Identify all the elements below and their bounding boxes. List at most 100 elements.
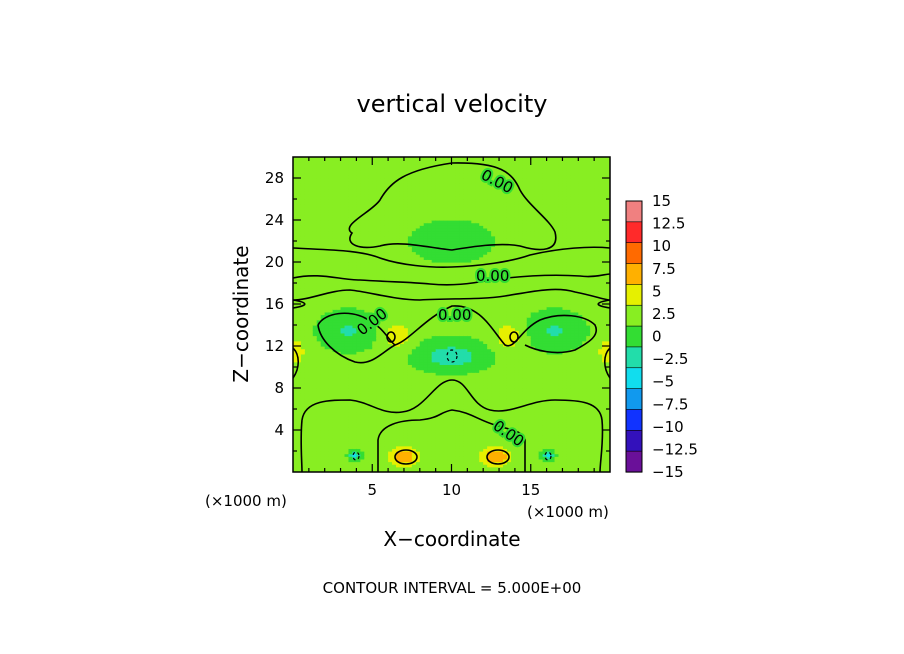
field-cell — [396, 212, 401, 216]
field-cell — [312, 335, 318, 339]
field-cell — [439, 461, 445, 465]
field-cell — [427, 204, 433, 208]
field-cell — [320, 469, 326, 472]
field-cell — [320, 185, 326, 190]
field-cell — [336, 209, 342, 213]
field-cell — [328, 393, 334, 397]
field-cell — [352, 377, 357, 381]
field-cell — [411, 388, 417, 392]
field-cell — [411, 422, 417, 426]
field-cell — [384, 464, 389, 468]
field-cell — [312, 251, 318, 255]
field-cell — [407, 267, 413, 271]
field-cell — [439, 377, 445, 381]
field-cell — [411, 285, 417, 289]
field-cell — [423, 411, 429, 415]
field-cell — [360, 157, 365, 161]
field-cell — [388, 256, 393, 260]
field-cell — [447, 430, 453, 434]
field-cell — [300, 238, 306, 242]
field-cell — [293, 430, 298, 434]
field-cell — [439, 209, 445, 213]
field-cell — [392, 275, 397, 279]
field-cell — [300, 170, 306, 174]
field-cell — [324, 311, 330, 316]
field-cell — [332, 172, 338, 176]
field-cell — [348, 466, 354, 470]
field-cell — [324, 348, 330, 352]
field-cell — [396, 369, 401, 373]
field-cell — [423, 178, 429, 182]
field-cell — [455, 322, 461, 326]
field-cell — [380, 277, 385, 281]
field-cell — [396, 167, 401, 171]
field-cell — [439, 335, 445, 339]
field-cell — [392, 301, 397, 305]
field-cell — [308, 414, 314, 418]
field-cell — [328, 243, 334, 247]
field-cell — [388, 351, 393, 355]
field-cell — [293, 393, 298, 397]
field-cell — [443, 382, 449, 386]
field-cell — [415, 385, 421, 389]
field-cell — [439, 430, 445, 434]
field-cell — [384, 206, 389, 211]
field-cell — [455, 356, 461, 360]
field-cell — [344, 157, 350, 161]
field-cell — [340, 317, 346, 321]
field-cell — [435, 259, 441, 263]
field-cell — [388, 272, 393, 276]
field-cell — [304, 214, 310, 218]
field-cell — [403, 361, 409, 365]
field-cell — [384, 180, 389, 184]
field-cell — [344, 388, 350, 392]
field-cell — [419, 403, 425, 407]
field-cell — [316, 372, 322, 376]
field-cell — [447, 422, 453, 426]
field-cell — [324, 319, 330, 323]
field-cell — [368, 451, 373, 455]
field-cell — [312, 369, 318, 373]
field-cell — [356, 267, 361, 271]
field-cell — [439, 290, 445, 295]
field-cell — [380, 359, 385, 363]
field-cell — [455, 437, 461, 442]
field-cell — [296, 458, 302, 463]
field-cell — [372, 469, 377, 472]
field-cell — [388, 443, 393, 447]
field-cell — [396, 162, 401, 166]
field-cell — [308, 301, 314, 305]
field-cell — [384, 204, 389, 208]
field-cell — [300, 296, 306, 300]
field-cell — [352, 406, 357, 410]
field-cell — [423, 374, 429, 379]
field-cell — [320, 356, 326, 360]
field-cell — [340, 238, 346, 242]
field-cell — [415, 406, 421, 410]
field-cell — [388, 427, 393, 431]
field-cell — [455, 435, 461, 439]
field-cell — [392, 172, 397, 176]
field-cell — [388, 435, 393, 439]
field-cell — [431, 369, 437, 373]
field-cell — [312, 206, 318, 211]
field-cell — [419, 306, 425, 310]
field-cell — [328, 390, 334, 394]
field-cell — [364, 443, 369, 447]
field-cell — [388, 183, 393, 187]
field-cell — [411, 432, 417, 436]
field-cell — [332, 222, 338, 226]
field-cell — [380, 372, 385, 376]
field-cell — [352, 322, 357, 326]
field-cell — [316, 212, 322, 216]
field-cell — [293, 164, 298, 169]
field-cell — [419, 317, 425, 321]
field-cell — [431, 188, 437, 192]
field-cell — [372, 374, 377, 379]
field-cell — [320, 367, 326, 371]
field-cell — [435, 330, 441, 334]
field-cell — [304, 351, 310, 355]
field-cell — [316, 246, 322, 250]
field-cell — [312, 443, 318, 447]
field-cell — [293, 448, 298, 452]
